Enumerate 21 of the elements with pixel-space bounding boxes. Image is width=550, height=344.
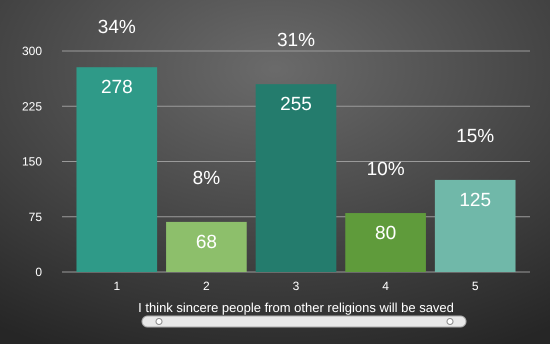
x-tick-label: 1 — [113, 279, 120, 293]
x-tick-label: 3 — [292, 279, 300, 293]
annotation: 8% — [192, 168, 220, 189]
data-label: 278 — [100, 77, 133, 98]
data-label: 68 — [196, 232, 217, 253]
x-tick-label: 2 — [203, 279, 210, 293]
x-axis-title: I think sincere people from other religions will be saved — [138, 300, 454, 315]
y-tick-label: 225 — [22, 99, 42, 114]
data-label: 125 — [459, 190, 492, 211]
y-tick-label: 150 — [22, 154, 42, 168]
data-label: 255 — [280, 94, 312, 116]
data-label: 80 — [375, 223, 396, 244]
y-tick-label: 0 — [35, 265, 42, 279]
annotation: 10% — [366, 159, 405, 180]
x-tick-label: 5 — [472, 279, 479, 293]
text: 34% — [98, 17, 136, 38]
annotation: 31% — [276, 30, 316, 52]
y-tick-label: 300 — [22, 44, 42, 58]
annotation: 15% — [456, 126, 494, 147]
x-tick-label: 4 — [382, 279, 390, 293]
y-tick-label: 75 — [28, 210, 42, 224]
